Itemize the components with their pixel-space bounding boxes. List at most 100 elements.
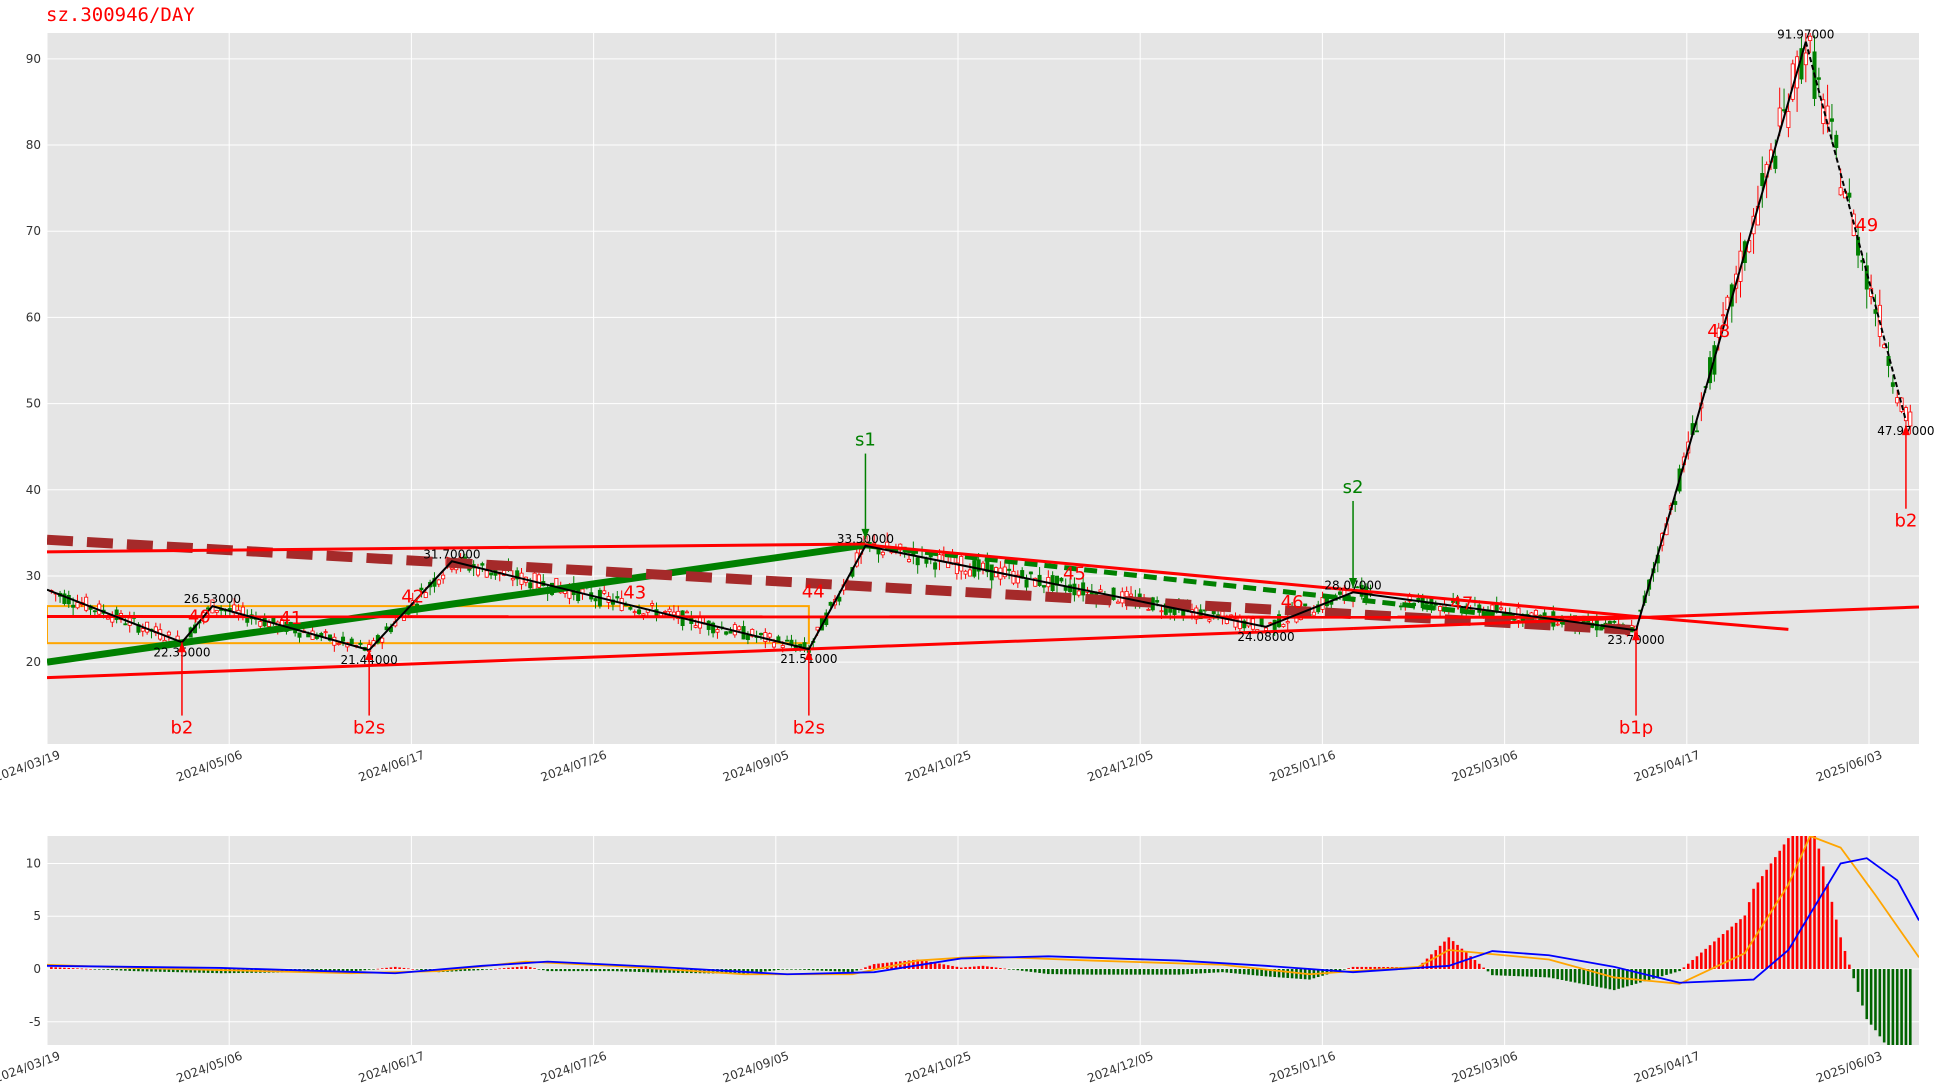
- macd-histogram-bar: [1904, 969, 1908, 1045]
- macd-histogram-bar: [1295, 969, 1298, 979]
- candle-body: [828, 601, 833, 606]
- macd-histogram-bar: [1473, 960, 1477, 969]
- macd-histogram-bar: [1852, 969, 1855, 979]
- macd-x-tick-label: 2024/09/05: [721, 1049, 791, 1086]
- macd-histogram-bar: [224, 969, 227, 974]
- macd-histogram-bar: [1029, 969, 1033, 972]
- macd-histogram-bar: [1534, 969, 1538, 977]
- candle-body: [1777, 107, 1782, 127]
- candle-body: [1041, 585, 1046, 588]
- candle-body: [484, 570, 489, 578]
- macd-histogram-bar: [1434, 950, 1438, 969]
- signal-label: b2: [1894, 511, 1917, 532]
- macd-histogram-bar: [1813, 836, 1816, 969]
- macd-histogram-bar: [990, 966, 994, 969]
- macd-histogram-bar: [1639, 969, 1642, 983]
- macd-histogram-bar: [1477, 963, 1481, 969]
- candle-body: [536, 574, 541, 588]
- macd-histogram-bar: [616, 969, 619, 972]
- macd-histogram-bar: [1834, 919, 1838, 969]
- pivot-value-label: 91.97000: [1777, 28, 1834, 42]
- candle-body: [1024, 579, 1029, 588]
- macd-histogram-bar: [385, 967, 388, 969]
- macd-histogram-bar: [1225, 969, 1229, 973]
- macd-histogram-bar: [794, 969, 798, 970]
- macd-histogram-bar: [219, 969, 223, 974]
- candle-body: [1303, 603, 1308, 607]
- candle-body: [924, 558, 929, 564]
- macd-histogram-bar: [111, 969, 114, 971]
- macd-histogram-bar: [1212, 969, 1216, 973]
- candle-body: [71, 604, 76, 608]
- macd-histogram-bar: [977, 966, 980, 969]
- macd-histogram-bar: [333, 969, 336, 972]
- candle-body: [1207, 619, 1212, 622]
- macd-histogram-bar: [1612, 969, 1616, 991]
- candle-body: [776, 636, 781, 642]
- price-x-tick-label: 2025/06/03: [1814, 748, 1884, 785]
- candle-body: [1851, 213, 1856, 236]
- macd-histogram-bar: [420, 969, 423, 971]
- macd-histogram-bar: [367, 969, 371, 970]
- candle-body: [576, 588, 581, 602]
- macd-histogram-bar: [1068, 969, 1072, 975]
- macd-histogram-bar: [1760, 876, 1764, 969]
- macd-histogram-bar: [838, 969, 841, 972]
- macd-histogram-bar: [1778, 850, 1781, 969]
- macd-histogram-bar: [1351, 966, 1355, 969]
- macd-histogram-bar: [946, 965, 950, 969]
- macd-histogram-bar: [115, 969, 118, 971]
- trend-line: [1804, 41, 1907, 422]
- macd-histogram-bar: [1155, 969, 1159, 975]
- macd-histogram-bar: [986, 966, 989, 969]
- macd-histogram-bar: [1003, 968, 1007, 970]
- macd-histogram-bar: [1591, 969, 1594, 986]
- macd-histogram-bar: [359, 969, 362, 971]
- macd-histogram-bar: [777, 969, 780, 970]
- price-y-tick-label: 70: [26, 224, 41, 238]
- macd-histogram-bar: [1630, 969, 1633, 986]
- candle-body: [1895, 397, 1900, 404]
- macd-plot-area: [47, 836, 1919, 1045]
- macd-histogram-bar: [1116, 969, 1120, 975]
- macd-histogram-bar: [1438, 945, 1442, 969]
- segment-label: 46: [1281, 592, 1304, 613]
- price-x-tick-label: 2025/01/16: [1268, 748, 1338, 785]
- candle-body: [650, 603, 655, 606]
- signal-arrow-head: [1901, 425, 1910, 436]
- macd-histogram-bar: [1543, 969, 1546, 978]
- candle-body: [306, 633, 311, 638]
- price-y-tick-label: 40: [26, 483, 41, 497]
- macd-histogram-bar: [1247, 969, 1250, 975]
- price-plot-area: [47, 33, 1919, 680]
- macd-histogram-bar: [964, 967, 967, 969]
- macd-histogram-bar: [1151, 969, 1155, 975]
- macd-histogram-bar: [1469, 956, 1472, 969]
- candle-body: [1612, 620, 1617, 623]
- macd-histogram-bar: [393, 966, 397, 969]
- macd-histogram-bar: [533, 968, 536, 969]
- macd-histogram-bar: [598, 969, 602, 972]
- candle-body: [1316, 604, 1321, 613]
- macd-histogram-bar: [877, 963, 880, 969]
- signal-arrow-head: [861, 528, 870, 539]
- macd-histogram-bar: [1025, 969, 1028, 972]
- macd-histogram-bar: [1486, 969, 1490, 972]
- macd-histogram-bar: [925, 961, 928, 969]
- macd-histogram-bar: [67, 967, 71, 969]
- macd-histogram-bar: [642, 969, 645, 973]
- macd-histogram-bar: [206, 969, 210, 973]
- macd-histogram-bar: [589, 969, 593, 972]
- macd-histogram-bar: [1726, 930, 1729, 969]
- macd-histogram-bar: [1073, 969, 1076, 975]
- macd-histogram-bar: [1800, 836, 1803, 969]
- macd-histogram-bar: [1020, 969, 1024, 971]
- macd-histogram-bar: [1356, 966, 1359, 969]
- candle-body: [214, 610, 219, 613]
- macd-histogram-bar: [1482, 967, 1485, 969]
- macd-histogram-bar: [1634, 969, 1638, 984]
- candle-body: [1115, 601, 1120, 604]
- candle-body: [1673, 501, 1678, 505]
- macd-histogram-bar: [132, 969, 136, 972]
